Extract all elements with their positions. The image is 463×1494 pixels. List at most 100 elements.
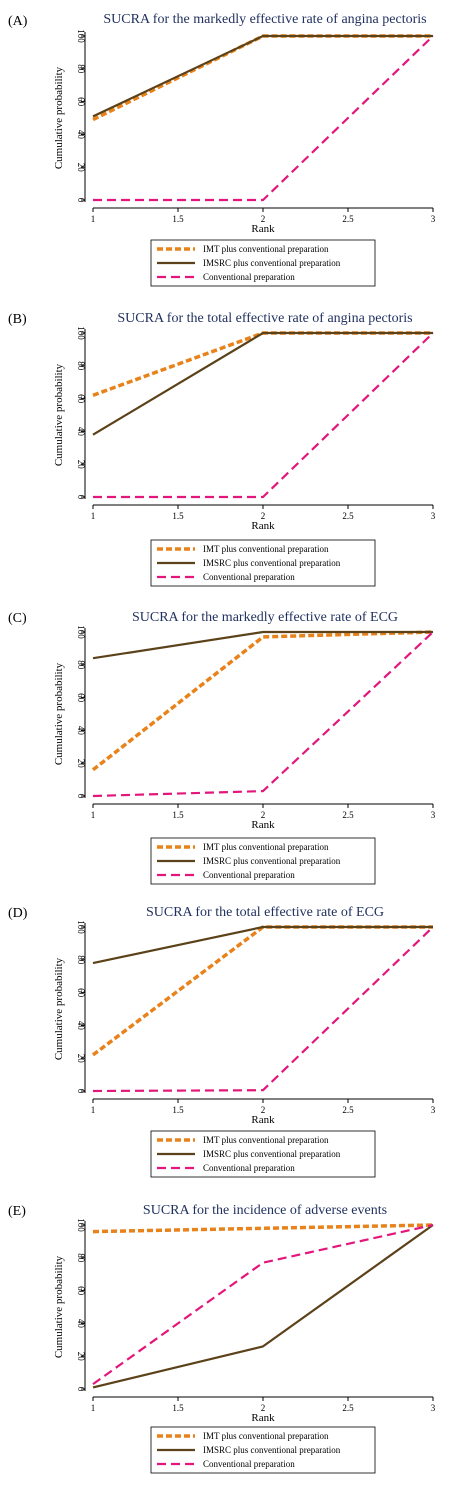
x-tick-label: 2 <box>261 511 266 521</box>
imt-series <box>91 925 433 1057</box>
legend-label: IMSRC plus conventional preparation <box>203 1149 341 1159</box>
legend-label: IMT plus conventional preparation <box>203 842 329 852</box>
conventional-series <box>92 631 434 798</box>
y-tick-label: 80 <box>76 361 86 371</box>
y-tick-label: 0 <box>76 1387 86 1392</box>
x-tick-label: 3 <box>431 1105 436 1115</box>
conventional-series <box>93 35 434 202</box>
legend-label: IMT plus conventional preparation <box>203 244 329 254</box>
imt-series <box>92 34 433 122</box>
y-tick-label: 40 <box>76 427 86 437</box>
x-tick-label: 2.5 <box>342 1105 354 1115</box>
x-tick-label: 2.5 <box>342 511 354 521</box>
x-tick-label: 1.5 <box>172 511 184 521</box>
conventional-series <box>92 1223 434 1385</box>
panel-label: (D) <box>8 906 28 921</box>
y-tick-label: 0 <box>76 495 86 500</box>
chart-panel-e: (E) SUCRA for the incidence of adverse ev… <box>8 1203 436 1474</box>
legend-label: Conventional preparation <box>203 272 295 282</box>
y-axis-label: Cumulative probability <box>53 1255 65 1358</box>
y-axis-label: Cumulative probability <box>53 66 65 169</box>
legend-label: IMT plus conventional preparation <box>203 1431 329 1441</box>
legend: IMT plus conventional preparation IMSRC p… <box>150 837 376 885</box>
conventional-series <box>93 332 434 499</box>
x-tick-label: 1.5 <box>172 810 184 820</box>
panel-label: (E) <box>8 1204 26 1219</box>
imt-series <box>92 1223 434 1234</box>
legend-label: Conventional preparation <box>203 870 295 880</box>
y-tick-label: 20 <box>76 460 86 470</box>
x-axis-label: Rank <box>251 223 275 235</box>
y-tick-label: 60 <box>76 1286 86 1296</box>
x-tick-label: 2 <box>261 214 266 224</box>
y-tick-label: 60 <box>76 97 86 107</box>
y-axis-label: Cumulative probability <box>53 363 65 466</box>
x-tick-label: 1.5 <box>172 214 184 224</box>
y-tick-label: 40 <box>76 1319 86 1329</box>
x-tick-label: 1 <box>91 214 96 224</box>
chart-panel-a: (A) SUCRA for the markedly effective rate… <box>8 12 436 287</box>
y-tick-label: 0 <box>76 198 86 203</box>
x-tick-label: 1 <box>91 1403 96 1413</box>
chart-title: SUCRA for the markedly effective rate of… <box>103 12 426 27</box>
chart-title: SUCRA for the markedly effective rate of… <box>132 610 398 625</box>
imsrc-series <box>92 925 433 965</box>
x-tick-label: 3 <box>431 214 436 224</box>
y-tick-label: 20 <box>76 163 86 173</box>
x-tick-label: 2 <box>261 1105 266 1115</box>
chart-panel-b: (B) SUCRA for the total effective rate of… <box>8 311 436 587</box>
y-tick-label: 40 <box>76 130 86 140</box>
legend-label: Conventional preparation <box>203 1459 295 1469</box>
y-tick-label: 40 <box>76 726 86 736</box>
y-tick-label: 100 <box>76 920 86 934</box>
chart-title: SUCRA for the total effective rate of EC… <box>146 905 384 920</box>
x-tick-label: 3 <box>431 810 436 820</box>
y-axis-label: Cumulative probability <box>53 662 65 765</box>
chart-panel-c: (C) SUCRA for the markedly effective rate… <box>8 610 436 885</box>
x-tick-label: 1 <box>91 810 96 820</box>
x-tick-label: 1.5 <box>172 1105 184 1115</box>
x-tick-label: 2.5 <box>342 810 354 820</box>
y-tick-label: 100 <box>76 1218 86 1232</box>
legend-label: Conventional preparation <box>203 572 295 582</box>
y-tick-label: 100 <box>76 29 86 43</box>
chart-title: SUCRA for the total effective rate of an… <box>117 311 412 326</box>
x-tick-label: 3 <box>431 511 436 521</box>
imsrc-series <box>92 331 433 436</box>
panel-label: (B) <box>8 312 27 327</box>
y-tick-label: 0 <box>76 794 86 799</box>
y-axis-label: Cumulative probability <box>53 957 65 1060</box>
imsrc-series <box>92 34 433 118</box>
legend: IMT plus conventional preparation IMSRC p… <box>150 1426 376 1474</box>
y-tick-label: 0 <box>76 1089 86 1094</box>
y-tick-label: 100 <box>76 326 86 340</box>
y-tick-label: 60 <box>76 988 86 998</box>
x-tick-label: 1 <box>91 511 96 521</box>
legend-label: IMSRC plus conventional preparation <box>203 558 341 568</box>
x-tick-label: 2 <box>261 810 266 820</box>
y-tick-label: 20 <box>76 759 86 769</box>
imsrc-series <box>92 1224 434 1389</box>
x-tick-label: 2.5 <box>342 214 354 224</box>
y-tick-label: 80 <box>76 64 86 74</box>
y-tick-label: 60 <box>76 693 86 703</box>
legend: IMT plus conventional preparation IMSRC p… <box>150 239 376 287</box>
legend-label: Conventional preparation <box>203 1163 295 1173</box>
legend-label: IMSRC plus conventional preparation <box>203 856 341 866</box>
legend-label: IMSRC plus conventional preparation <box>203 258 341 268</box>
x-tick-label: 2 <box>261 1403 266 1413</box>
chart-title: SUCRA for the incidence of adverse event… <box>143 1203 387 1218</box>
y-tick-label: 100 <box>76 625 86 639</box>
y-tick-label: 20 <box>76 1054 86 1064</box>
x-tick-label: 3 <box>431 1403 436 1413</box>
legend: IMT plus conventional preparation IMSRC p… <box>150 539 376 587</box>
y-tick-label: 40 <box>76 1021 86 1031</box>
legend-label: IMT plus conventional preparation <box>203 1135 329 1145</box>
legend: IMT plus conventional preparation IMSRC p… <box>150 1130 376 1178</box>
imsrc-series <box>92 630 433 660</box>
conventional-series <box>92 926 434 1093</box>
x-tick-label: 1.5 <box>172 1403 184 1413</box>
x-axis-label: Rank <box>251 520 275 532</box>
chart-panel-d: (D) SUCRA for the total effective rate of… <box>8 905 436 1178</box>
